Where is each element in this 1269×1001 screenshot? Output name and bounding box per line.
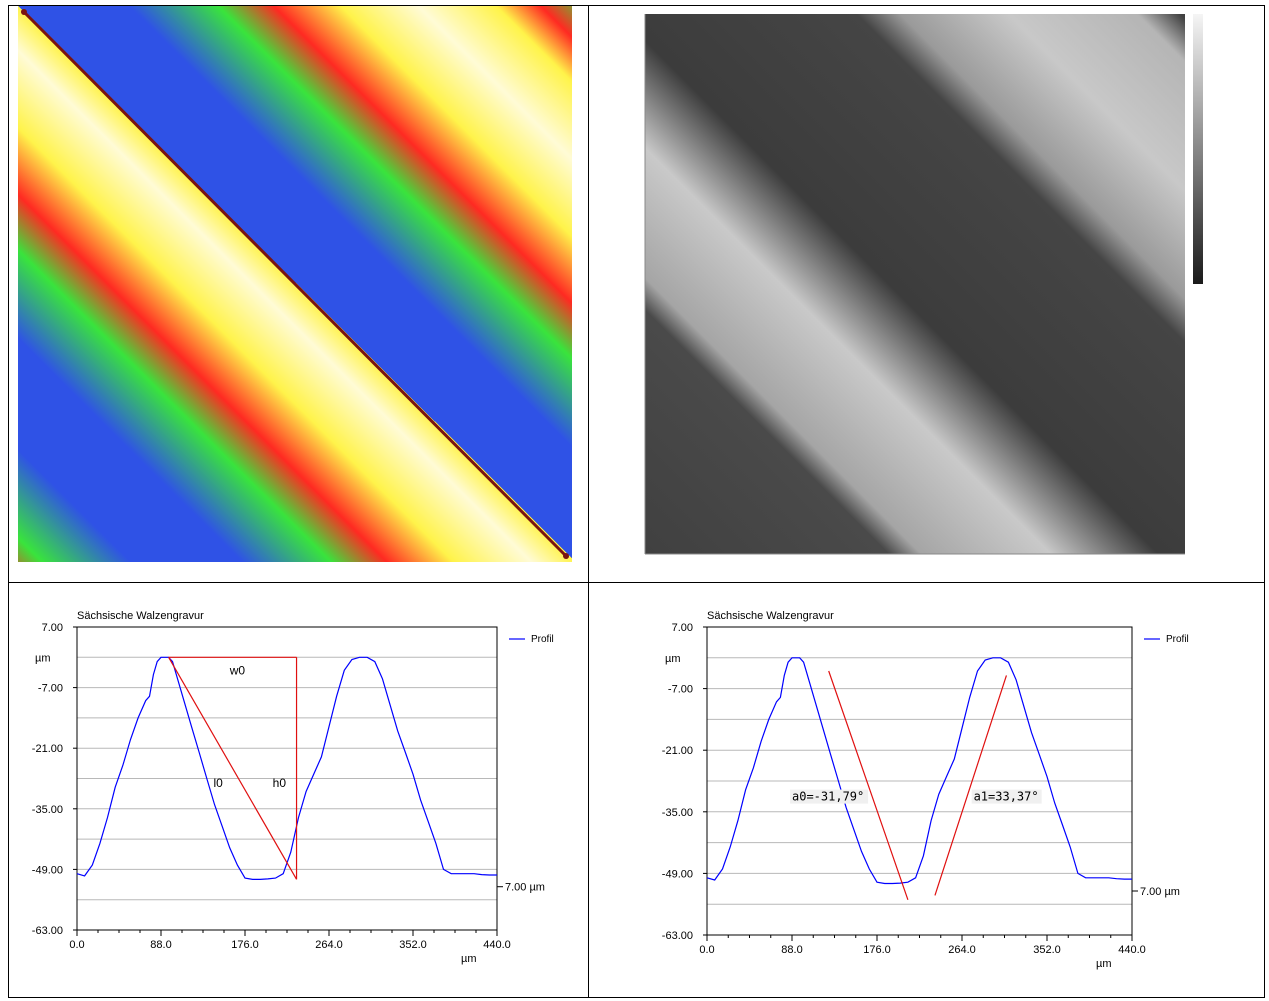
x-tick-label: 440.0 [1118, 944, 1146, 956]
series-profil-line [706, 657, 1132, 885]
y-tick-label: -35.00 [32, 804, 63, 816]
profile-line [20, 8, 570, 560]
y-tick-label: -63.00 [662, 930, 693, 942]
x-axis-label: µm [1096, 958, 1112, 970]
annotation-w0: w0 [229, 663, 246, 677]
chart-title: Sächsische Walzengravur [77, 610, 204, 622]
profile-chart-left: 7.00 -7.00 -21.00 -35.00 -49.00 -63.00 0.0 88.0… [32, 610, 554, 965]
y-tick-label: -21.00 [662, 745, 693, 757]
scale-label: 7.00 µm [1140, 886, 1180, 898]
x-tick-label: 0.0 [699, 944, 714, 956]
gray-colorbar [1193, 14, 1203, 284]
x-tick-label: 0.0 [69, 939, 84, 951]
y-tick-label: -49.00 [662, 868, 693, 880]
false-color-height-map [18, 6, 572, 562]
y-axis-label: µm [665, 653, 681, 665]
y-tick-label: -63.00 [32, 925, 63, 937]
annotation-l0: l0 [214, 776, 224, 790]
scale-label: 7.00 µm [505, 882, 545, 894]
chart-title: Sächsische Walzengravur [707, 610, 834, 622]
profile-chart-right: 7.00 -7.00 -21.00 -35.00 -49.00 -63.00 0.0 88.0… [662, 610, 1189, 970]
x-axis-label: µm [461, 953, 477, 965]
a1-fit-line [934, 675, 1008, 896]
y-axis-label: µm [35, 652, 51, 664]
annotation-a1: a1=33,37° [974, 790, 1039, 804]
series-profil-line [76, 656, 497, 880]
x-tick-label: 264.0 [948, 944, 976, 956]
x-tick-label: 88.0 [150, 939, 171, 951]
y-tick-label: 7.00 [42, 622, 63, 634]
y-tick-label: -7.00 [668, 684, 693, 696]
x-tick-label: 176.0 [231, 939, 259, 951]
annotation-a0: a0=-31,79° [792, 790, 864, 804]
l0-line [168, 657, 298, 880]
a1-label-bg [971, 789, 1042, 804]
a0-label-bg [790, 789, 869, 804]
annotation-h0: h0 [273, 776, 287, 790]
x-tick-label: 440.0 [483, 939, 511, 951]
x-tick-label: 176.0 [863, 944, 891, 956]
grayscale-micrograph [644, 14, 1203, 555]
x-tick-label: 264.0 [315, 939, 343, 951]
y-tick-label: -7.00 [38, 683, 63, 695]
legend-label: Profil [1166, 634, 1189, 645]
a0-fit-line [828, 670, 909, 900]
legend-label: Profil [531, 634, 554, 645]
x-tick-label: 352.0 [399, 939, 427, 951]
y-tick-label: -35.00 [662, 807, 693, 819]
x-tick-label: 352.0 [1033, 944, 1061, 956]
x-tick-label: 88.0 [781, 944, 802, 956]
y-tick-label: -49.00 [32, 864, 63, 876]
y-tick-label: 7.00 [672, 622, 693, 634]
y-tick-label: -21.00 [32, 743, 63, 755]
